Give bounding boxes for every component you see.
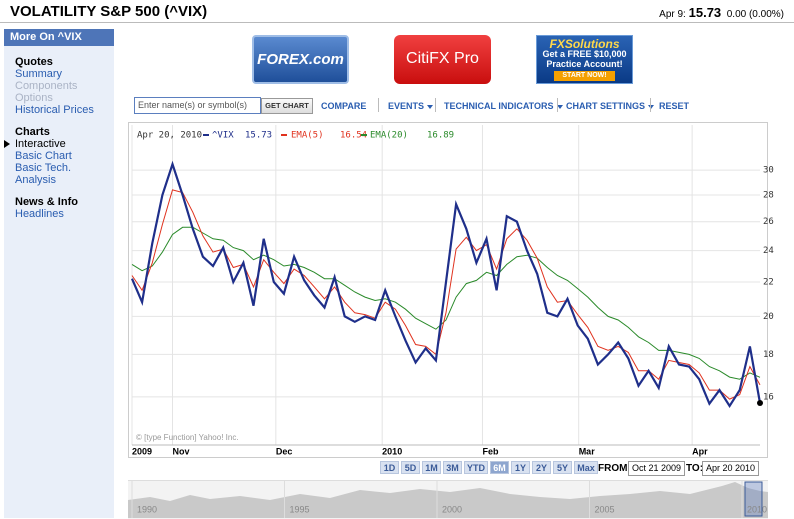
x-tick-label: Apr (692, 446, 708, 456)
sidebar-section: Charts Interactive Basic Chart Basic Tec… (4, 126, 114, 186)
overview-area (128, 482, 768, 518)
ad-citifx[interactable]: CitiFX Pro (394, 35, 491, 84)
get-chart-button[interactable]: GET CHART (261, 98, 313, 114)
legend-swatch (281, 134, 287, 136)
menu[interactable]: EVENTS (388, 101, 433, 111)
link[interactable]: Historical Prices (15, 104, 94, 116)
section-title: Quotes (15, 56, 53, 68)
link: Options (15, 92, 53, 104)
overview-tick-label: 2010 (747, 504, 767, 514)
y-tick-label: 30 (763, 166, 774, 176)
range-button[interactable]: 5D (401, 461, 420, 474)
page-title: VOLATILITY S&P 500 (^VIX) (10, 3, 208, 20)
overview-tick-label: 1990 (137, 504, 157, 514)
link: Components (15, 80, 78, 92)
x-tick-label: Nov (173, 446, 190, 456)
section-title: Charts (15, 126, 50, 138)
series-line (131, 189, 761, 400)
x-tick-label: 2009 (132, 446, 152, 456)
legend-swatch (361, 134, 367, 136)
menu[interactable]: CHART SETTINGS (566, 101, 654, 111)
reset-button[interactable]: RESET (659, 101, 690, 111)
y-tick-label: 18 (763, 350, 774, 360)
separator (557, 98, 558, 112)
ad-cta: START NOW! (554, 71, 615, 81)
from-field[interactable]: Oct 21 2009 (628, 461, 686, 476)
y-tick-label: 16 (763, 392, 774, 402)
separator (435, 98, 436, 112)
menu[interactable]: TECHNICAL INDICATORS (444, 101, 563, 111)
link[interactable]: Headlines (15, 208, 64, 220)
header (0, 0, 794, 23)
ad-fxsolutions[interactable]: FXSolutions Get a FREE $10,000 Practice … (536, 35, 633, 84)
y-tick-label: 24 (763, 246, 774, 256)
compare-button[interactable]: COMPARE (321, 101, 367, 111)
range-button[interactable]: 1D (380, 461, 399, 474)
x-tick-label: Mar (579, 446, 596, 456)
overview-tick-label: 2005 (595, 504, 615, 514)
quote-change: 0.00 (0.00%) (726, 9, 784, 20)
overview-tick-label: 1995 (290, 504, 310, 514)
series-line (130, 160, 762, 409)
y-tick-label: 20 (763, 312, 774, 322)
sidebar-section: Quotes Summary Components Options Histor… (15, 56, 114, 116)
overview-tick-label: 2000 (442, 504, 462, 514)
series-line (131, 226, 761, 380)
range-button[interactable]: YTD (464, 461, 488, 474)
y-tick-label: 26 (763, 217, 774, 227)
section-title: News & Info (15, 196, 78, 208)
ad-offer: Get a FREE $10,000 Practice Account! (542, 49, 627, 69)
range-button[interactable]: 1Y (511, 461, 530, 474)
ad-forex[interactable]: FOREX.com (252, 35, 349, 84)
quote: Apr 9: 15.73 0.00 (0.00%) (659, 5, 784, 20)
legend-date: Apr 20, 2010 (137, 131, 202, 141)
link-current: Interactive (4, 138, 114, 150)
range-button[interactable]: Max (574, 461, 598, 474)
separator (378, 98, 379, 112)
link[interactable]: Basic Chart (15, 150, 72, 162)
quote-date: Apr 9: (659, 9, 686, 20)
range-button[interactable]: 3M (443, 461, 462, 474)
ad-brand: FXSolutions (549, 37, 620, 51)
range-button[interactable]: 6M (490, 461, 509, 474)
copyright: © [type Function] Yahoo! Inc. (136, 433, 239, 442)
legend-value: 15.73 (245, 131, 272, 141)
x-tick-label: Feb (482, 446, 499, 456)
y-tick-label: 22 (763, 277, 774, 287)
range-button[interactable]: 2Y (532, 461, 551, 474)
legend-value: 16.54 (340, 131, 367, 141)
to-field[interactable]: Apr 20 2010 (702, 461, 760, 476)
overview-window[interactable] (744, 481, 763, 517)
sidebar: More On ^VIX Quotes Summary Components O… (4, 29, 114, 518)
range-button[interactable]: 1M (422, 461, 441, 474)
last-point (757, 399, 763, 406)
sidebar-section: News & Info Headlines (15, 196, 114, 220)
quote-price: 15.73 (688, 5, 722, 20)
x-tick-label: 2010 (382, 446, 402, 456)
y-tick-label: 28 (763, 191, 774, 201)
separator (650, 98, 651, 112)
to-label: TO: (686, 463, 704, 474)
legend-swatch (203, 134, 209, 136)
range-button[interactable]: 5Y (553, 461, 572, 474)
legend-name: EMA(20) (370, 131, 408, 141)
sidebar-heading[interactable]: More On ^VIX (4, 29, 114, 46)
link[interactable]: Basic Tech. Analysis (15, 162, 72, 186)
chart-frame (128, 122, 768, 458)
from-label: FROM: (598, 463, 631, 474)
search-input[interactable]: Enter name(s) or symbol(s) (134, 97, 261, 114)
x-tick-label: Dec (276, 446, 293, 456)
legend-name: ^VIX (212, 131, 234, 141)
legend-value: 16.89 (427, 131, 454, 141)
link[interactable]: Summary (15, 68, 63, 80)
legend-name: EMA(5) (291, 131, 324, 141)
